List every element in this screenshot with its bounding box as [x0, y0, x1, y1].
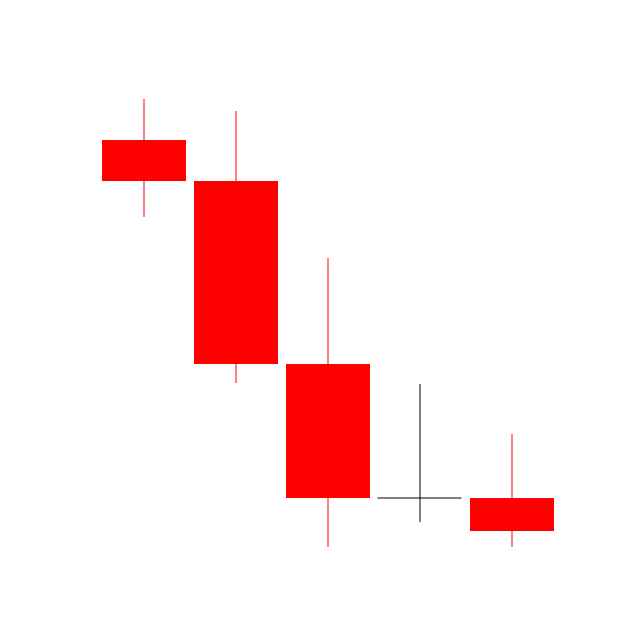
- candle-body: [102, 140, 186, 181]
- candle-body: [286, 364, 370, 498]
- candle-body: [470, 498, 554, 531]
- candle-body: [194, 181, 278, 364]
